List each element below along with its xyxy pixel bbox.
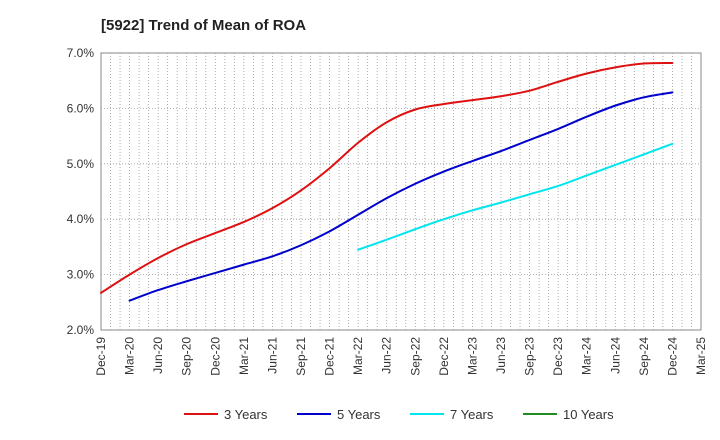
x-tick-label: Jun-23 <box>494 337 508 374</box>
x-tick-label: Dec-24 <box>665 337 679 376</box>
series-line-7-years <box>357 142 674 251</box>
series-line-3-years <box>100 61 674 294</box>
x-tick-label: Dec-19 <box>94 337 108 376</box>
y-tick-label: 3.0% <box>67 268 95 282</box>
x-tick-label: Mar-22 <box>351 337 365 375</box>
y-tick-label: 2.0% <box>67 323 95 337</box>
x-tick-label: Sep-20 <box>180 337 194 376</box>
x-tick-label: Sep-24 <box>637 337 651 376</box>
y-tick-label: 6.0% <box>67 101 95 115</box>
chart-title: [5922] Trend of Mean of ROA <box>101 17 306 34</box>
x-tick-label: Dec-21 <box>323 337 337 376</box>
y-tick-label: 7.0% <box>67 46 95 60</box>
x-tick-label: Mar-21 <box>237 337 251 375</box>
legend-label-7-years: 7 Years <box>450 407 494 422</box>
x-tick-label: Jun-24 <box>608 337 622 374</box>
y-axis-ticks: 2.0% 3.0% 4.0% 5.0% 6.0% 7.0% <box>67 46 95 337</box>
x-tick-label: Sep-21 <box>294 337 308 376</box>
legend: 3 Years 5 Years 7 Years 10 Years <box>184 407 614 422</box>
series-lines <box>100 61 674 302</box>
legend-label-10-years: 10 Years <box>563 407 614 422</box>
x-tick-label: Dec-23 <box>551 337 565 376</box>
x-tick-label: Mar-20 <box>123 337 137 375</box>
legend-label-3-years: 3 Years <box>224 407 268 422</box>
y-tick-label: 5.0% <box>67 157 95 171</box>
y-tick-label: 4.0% <box>67 212 95 226</box>
x-tick-label: Mar-24 <box>580 337 594 375</box>
x-tick-label: Dec-22 <box>437 337 451 376</box>
x-tick-label: Dec-20 <box>208 337 222 376</box>
x-tick-label: Mar-25 <box>694 337 708 375</box>
series-line-5-years <box>128 91 674 302</box>
x-tick-label: Jun-22 <box>380 337 394 374</box>
x-tick-label: Jun-20 <box>151 337 165 374</box>
legend-label-5-years: 5 Years <box>337 407 381 422</box>
x-tick-label: Sep-23 <box>523 337 537 376</box>
x-tick-label: Mar-23 <box>465 337 479 375</box>
x-tick-label: Sep-22 <box>408 337 422 376</box>
x-axis-ticks: Dec-19 Mar-20 Jun-20 Sep-20 Dec-20 Mar-21 Jun-… <box>94 337 708 376</box>
x-tick-label: Jun-21 <box>265 337 279 374</box>
